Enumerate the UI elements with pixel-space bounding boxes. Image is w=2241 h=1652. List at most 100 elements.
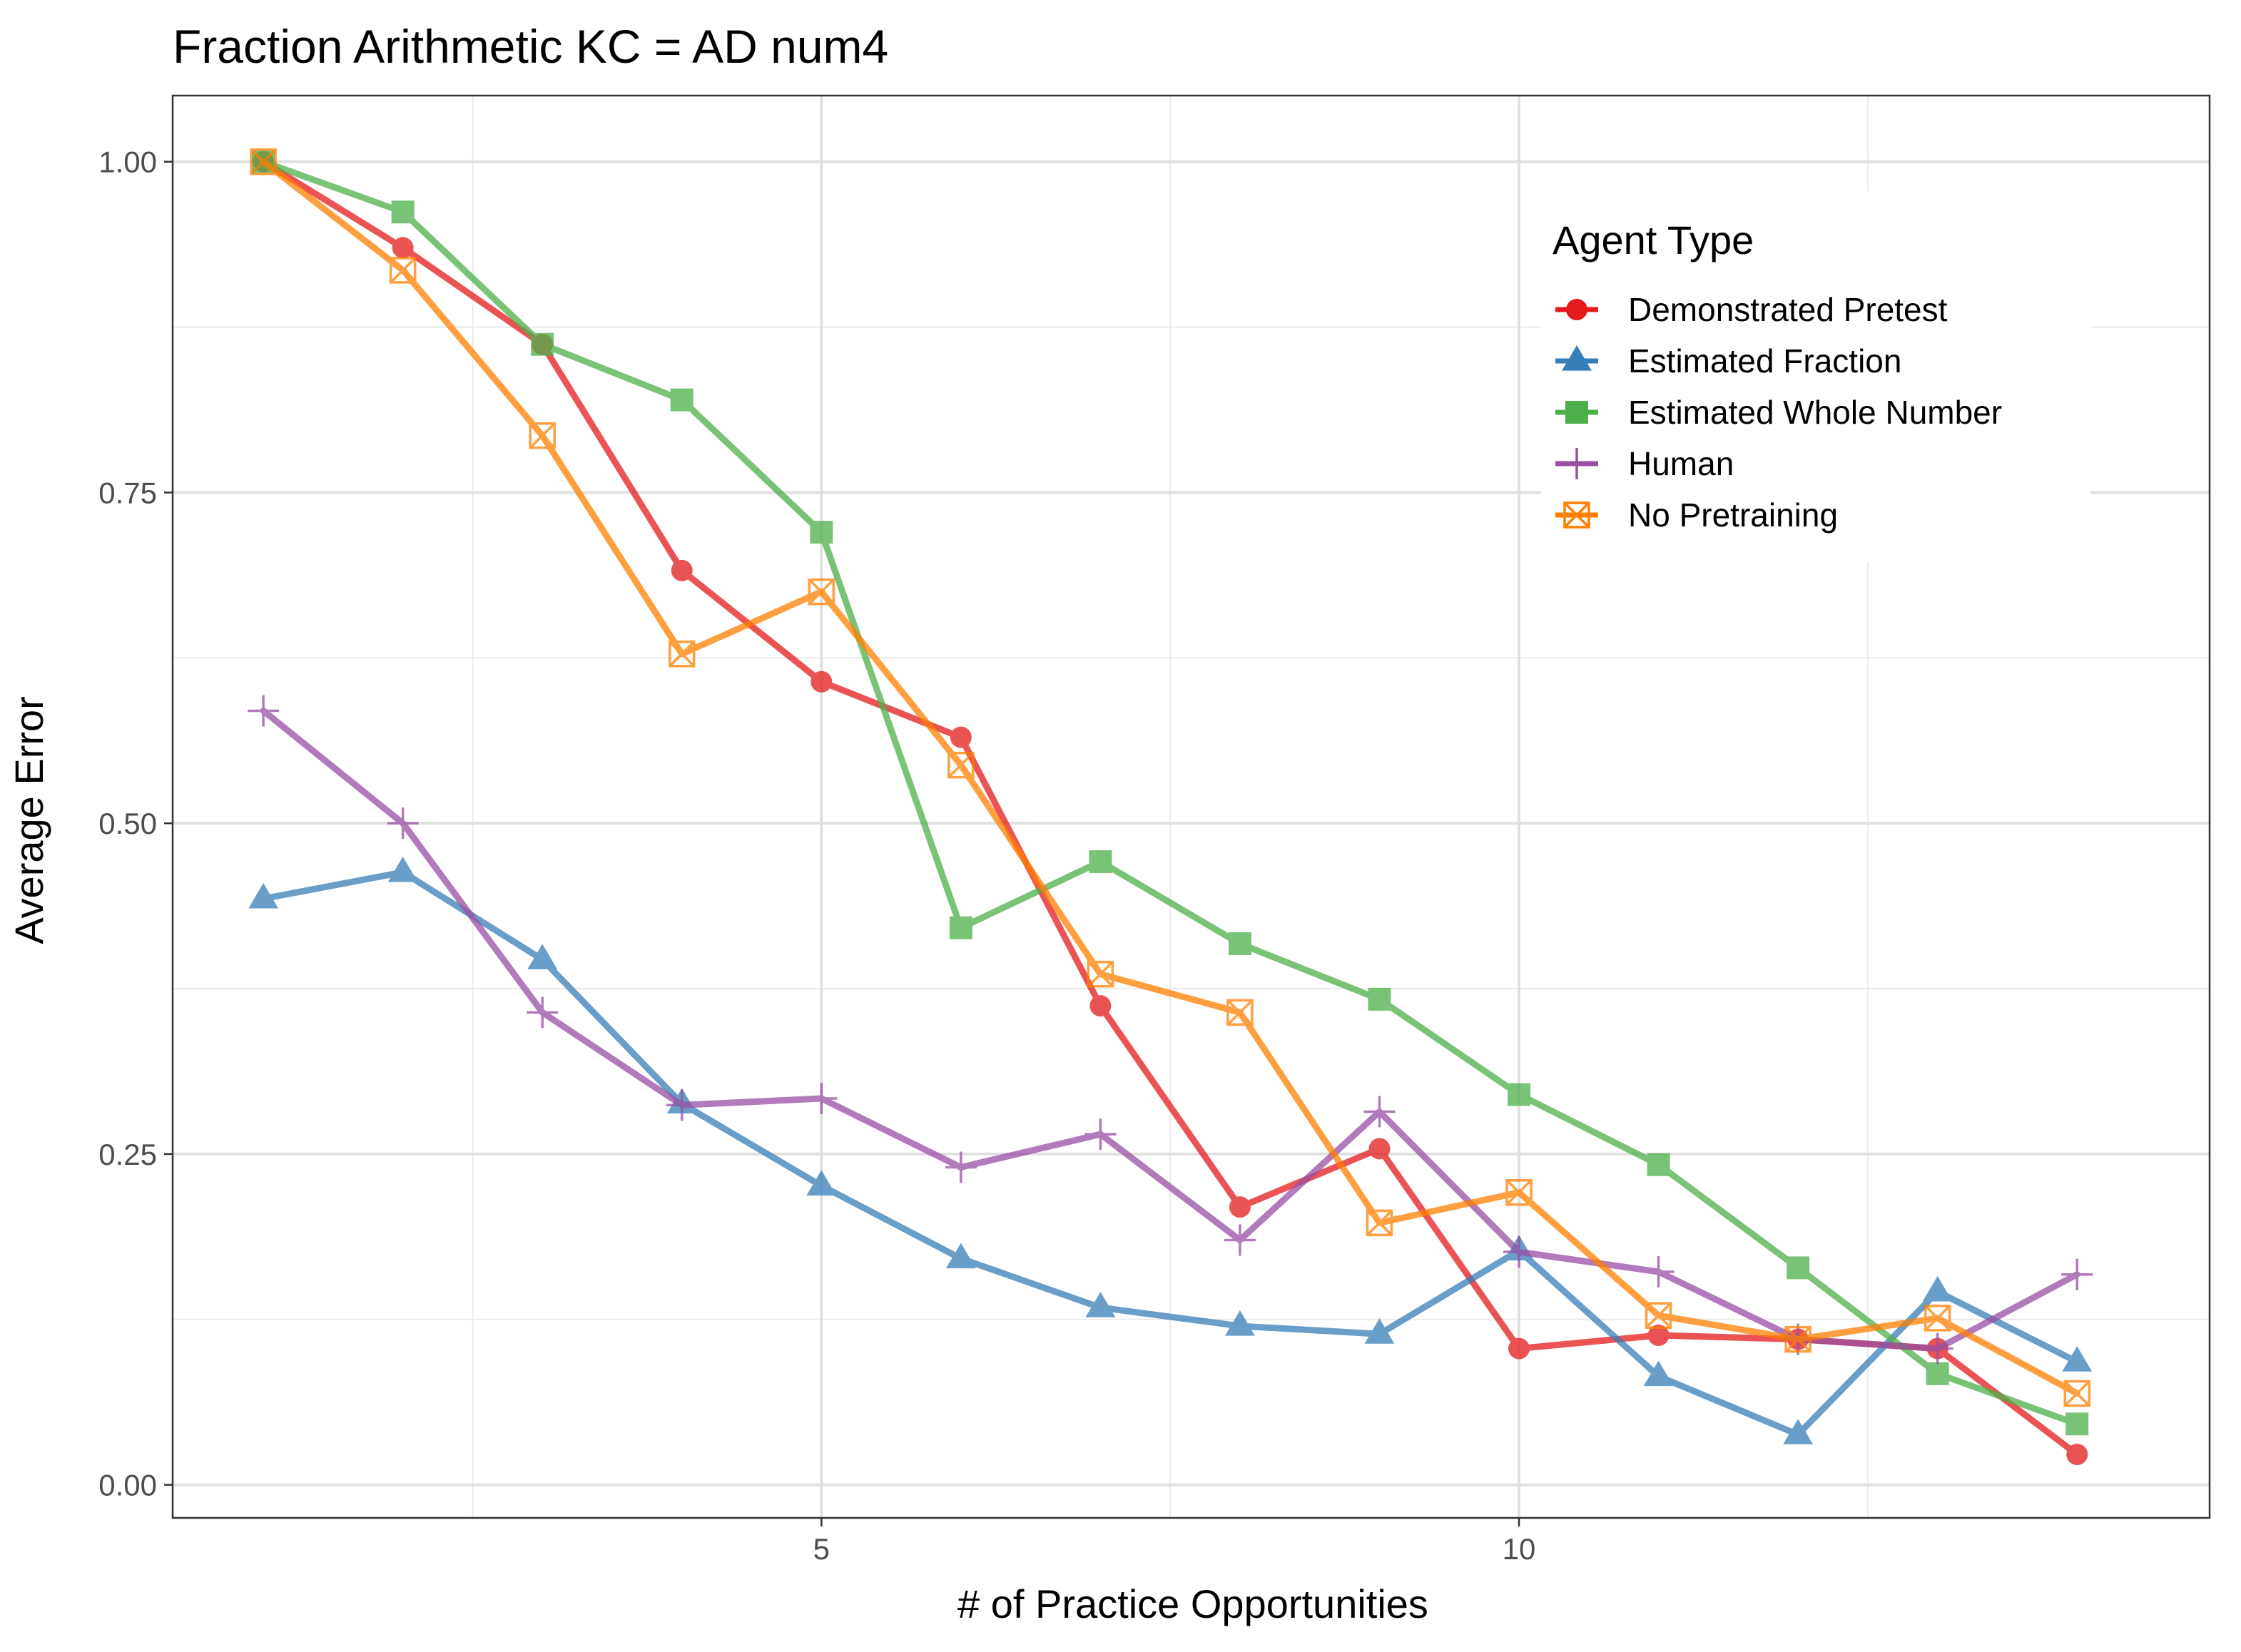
legend-item-demonstrated-pretest: Demonstrated Pretest <box>1555 291 1948 328</box>
data-point-no-pretraining <box>250 148 277 175</box>
series-line-demonstrated-pretest <box>260 158 2080 1458</box>
legend-key-marker <box>1566 299 1587 320</box>
legend-key-marker <box>1562 345 1592 371</box>
data-point-human <box>527 996 559 1029</box>
legend-item-estimated-whole-number: Estimated Whole Number <box>1555 394 2002 431</box>
legend-key-marker <box>1561 448 1592 479</box>
data-point-estimated-fraction <box>806 1170 837 1196</box>
data-point-estimated-whole-number <box>1089 850 1112 873</box>
series-line-estimated-whole-number <box>260 158 2080 1427</box>
chart-title: Fraction Arithmetic KC = AD num4 <box>173 20 888 73</box>
legend-label: Estimated Whole Number <box>1628 394 2002 431</box>
y-tick-label: 0.00 <box>98 1469 157 1502</box>
data-point-human <box>2061 1258 2093 1290</box>
legend-label: Estimated Fraction <box>1628 342 1901 379</box>
legend-title: Agent Type <box>1553 218 1754 262</box>
data-point-human <box>1921 1332 1953 1365</box>
data-point-no-pretraining <box>2063 1380 2090 1407</box>
grid <box>173 96 2210 1518</box>
y-tick-label: 0.25 <box>98 1138 157 1171</box>
y-tick-label: 0.75 <box>98 476 157 509</box>
data-point-estimated-fraction <box>248 882 279 909</box>
legend-item-estimated-fraction: Estimated Fraction <box>1555 342 1901 379</box>
data-point-no-pretraining <box>389 257 417 284</box>
data-point-human <box>1224 1224 1256 1256</box>
data-point-estimated-whole-number <box>1508 1083 1531 1106</box>
data-point-demonstrated-pretest <box>950 726 972 748</box>
series-demonstrated-pretest <box>253 151 2088 1465</box>
data-point-estimated-fraction <box>1922 1275 1953 1302</box>
data-point-no-pretraining <box>669 641 696 668</box>
data-point-demonstrated-pretest <box>2066 1443 2088 1465</box>
legend-label: No Pretraining <box>1628 496 1838 534</box>
data-point-demonstrated-pretest <box>1647 1325 1670 1347</box>
data-point-demonstrated-pretest <box>1089 995 1112 1017</box>
data-point-estimated-fraction <box>1085 1292 1116 1317</box>
x-tick-label: 5 <box>813 1532 830 1566</box>
data-point-human <box>806 1083 838 1114</box>
data-point-no-pretraining <box>947 751 975 779</box>
data-point-estimated-fraction <box>1364 1318 1395 1344</box>
data-point-demonstrated-pretest <box>392 237 414 259</box>
data-point-demonstrated-pretest <box>1508 1337 1530 1360</box>
y-tick-label: 1.00 <box>98 146 157 179</box>
data-point-demonstrated-pretest <box>1229 1196 1251 1218</box>
legend-label: Demonstrated Pretest <box>1628 291 1948 328</box>
data-point-no-pretraining <box>1366 1209 1393 1237</box>
series-estimated-fraction <box>248 856 2093 1444</box>
data-point-demonstrated-pretest <box>810 671 833 693</box>
y-tick-label: 0.50 <box>98 807 157 840</box>
data-point-estimated-fraction <box>945 1243 976 1269</box>
data-point-human <box>1642 1255 1675 1288</box>
data-point-no-pretraining <box>1226 999 1254 1026</box>
series-layer <box>248 148 2093 1465</box>
data-point-estimated-whole-number <box>1228 932 1251 955</box>
legend-item-no-pretraining: No Pretraining <box>1555 496 1838 534</box>
legend-key-marker <box>1563 501 1590 529</box>
data-point-human <box>387 807 419 840</box>
data-point-human <box>1363 1096 1396 1128</box>
data-point-estimated-fraction <box>1643 1360 1674 1387</box>
plot-border <box>171 94 2211 1519</box>
data-point-human <box>248 695 280 727</box>
data-point-human <box>666 1089 698 1121</box>
data-point-human <box>1503 1236 1535 1268</box>
data-point-human <box>945 1151 977 1183</box>
data-point-estimated-fraction <box>1225 1310 1255 1336</box>
series-line-estimated-fraction <box>260 869 2080 1438</box>
data-point-estimated-whole-number <box>1787 1256 1810 1280</box>
data-point-human <box>1084 1118 1117 1151</box>
data-point-no-pretraining <box>1087 960 1114 988</box>
series-line-no-pretraining <box>260 158 2080 1397</box>
data-point-demonstrated-pretest <box>1368 1138 1391 1160</box>
data-point-demonstrated-pretest <box>671 559 693 581</box>
x-axis-title: # of Practice Opportunities <box>957 1581 1428 1626</box>
legend-label: Human <box>1628 445 1734 482</box>
data-point-no-pretraining <box>1505 1178 1533 1206</box>
data-point-estimated-fraction <box>1783 1419 1814 1444</box>
data-point-estimated-whole-number <box>531 332 554 356</box>
data-point-no-pretraining <box>529 422 556 449</box>
data-point-estimated-whole-number <box>1368 987 1391 1011</box>
series-line-human <box>260 708 2080 1352</box>
data-point-no-pretraining <box>1924 1305 1951 1332</box>
data-point-estimated-whole-number <box>1647 1153 1670 1176</box>
series-estimated-whole-number <box>252 150 2089 1436</box>
y-axis-title: Average Error <box>6 696 51 944</box>
axis-ticks: 0.00 0.25 0.50 0.75 1.00 5 10 <box>98 146 1535 1566</box>
data-point-estimated-fraction <box>2062 1346 2093 1372</box>
legend-item-human: Human <box>1555 445 1734 482</box>
data-point-no-pretraining <box>1784 1325 1811 1353</box>
series-no-pretraining <box>250 148 2090 1407</box>
legend-background <box>1541 191 2090 562</box>
data-point-estimated-whole-number <box>810 521 833 544</box>
legend: Agent Type Demonstrated Pretest Estimated… <box>1541 191 2090 562</box>
data-point-estimated-fraction <box>527 944 558 969</box>
legend-items: Demonstrated Pretest Estimated Fraction Es… <box>1555 291 2002 534</box>
data-point-estimated-whole-number <box>949 916 972 939</box>
x-tick-label: 10 <box>1503 1532 1536 1566</box>
data-point-no-pretraining <box>1645 1302 1672 1329</box>
data-point-estimated-whole-number <box>391 200 415 224</box>
data-point-estimated-whole-number <box>1926 1362 1949 1385</box>
